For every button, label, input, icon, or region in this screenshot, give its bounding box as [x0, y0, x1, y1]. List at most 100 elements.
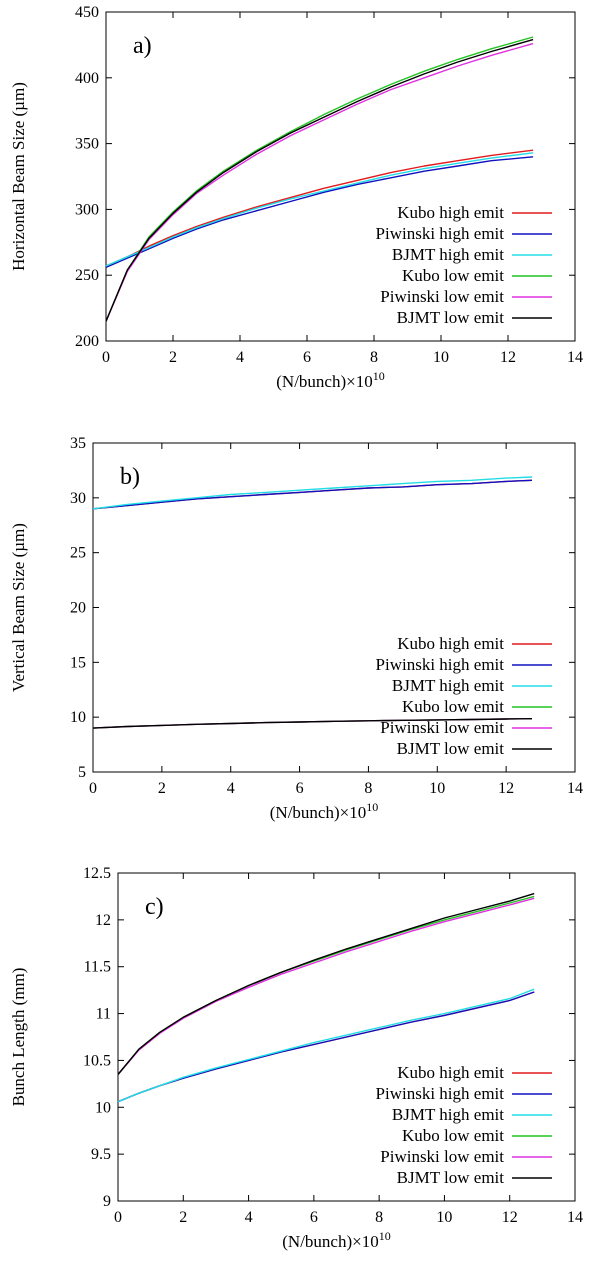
x-axis-label-text: (N/bunch)×10: [270, 803, 366, 822]
y-axis-label: Horizontal Beam Size (µm): [9, 82, 28, 271]
x-tick-label: 6: [296, 780, 304, 797]
legend-label: Kubo low emit: [402, 1126, 504, 1145]
legend-label: Kubo high emit: [397, 634, 504, 653]
x-tick-label: 14: [567, 1209, 583, 1226]
y-tick-label: 10: [95, 1099, 111, 1116]
x-tick-label: 12: [498, 780, 514, 797]
x-axis-label-exponent: 10: [379, 1229, 391, 1243]
x-axis-label: (N/bunch)×1010: [282, 1229, 390, 1251]
legend-label: Piwinski high emit: [376, 224, 505, 243]
x-tick-label: 6: [303, 349, 311, 366]
legend-label: BJMT high emit: [392, 245, 504, 264]
legend-label: Piwinski low emit: [380, 718, 504, 737]
series-line-3: [92, 476, 533, 510]
y-tick-label: 20: [70, 600, 86, 617]
x-axis-label: (N/bunch)×1010: [270, 800, 378, 822]
y-tick-label: 35: [70, 435, 86, 452]
series-line-1: [105, 149, 534, 267]
chart-panel-2: 0 2 4 6 8 10 12 145101520253035(N/bunch)×1010Ve…: [9, 435, 583, 822]
series-line-4: [117, 895, 535, 1075]
x-tick-label: 8: [375, 1209, 383, 1226]
legend: Kubo high emit Piwinski high emit BJMT hig…: [376, 203, 552, 327]
y-tick-label: 11: [96, 1006, 111, 1023]
y-tick-label: 400: [75, 70, 99, 87]
legend-label: Piwinski high emit: [376, 1084, 505, 1103]
x-tick-label: 4: [236, 349, 244, 366]
x-tick-label: 0: [102, 349, 110, 366]
x-tick-label: 12: [502, 1209, 518, 1226]
series-line-6: [105, 38, 534, 322]
panel-label: b): [120, 464, 140, 490]
legend-label: BJMT high emit: [392, 1105, 504, 1124]
legend-label: Kubo low emit: [402, 266, 504, 285]
x-tick-label: 12: [500, 349, 516, 366]
y-tick-label: 9.5: [91, 1146, 111, 1163]
y-tick-label: 10: [70, 709, 86, 726]
series-line-6: [92, 718, 533, 729]
legend-label: Kubo high emit: [397, 203, 504, 222]
series-line-4: [105, 36, 534, 322]
y-tick-label: 10.5: [83, 1052, 111, 1069]
x-tick-label: 2: [169, 349, 177, 366]
series-line-3: [117, 988, 535, 1103]
y-tick-label: 200: [75, 333, 99, 350]
x-tick-label: 14: [567, 349, 583, 366]
y-tick-label: 250: [75, 267, 99, 284]
legend-label: Piwinski low emit: [380, 1147, 504, 1166]
legend-label: Kubo low emit: [402, 697, 504, 716]
x-tick-label: 10: [433, 349, 449, 366]
y-tick-label: 12: [95, 912, 111, 929]
plot-frame: [117, 872, 576, 1202]
series-line-5: [105, 42, 534, 322]
y-tick-label: 12.5: [83, 865, 111, 882]
x-tick-label: 6: [310, 1209, 318, 1226]
legend: Kubo high emit Piwinski high emit BJMT hig…: [376, 1063, 552, 1187]
y-tick-label: 11.5: [84, 959, 111, 976]
x-tick-label: 2: [179, 1209, 187, 1226]
series-line-6: [117, 892, 535, 1075]
plot-frame: [105, 11, 576, 342]
x-axis-label: (N/bunch)×1010: [276, 369, 384, 391]
y-axis-label: Bunch Length (mm): [9, 968, 28, 1107]
series-line-2: [105, 156, 534, 268]
chart-panel-1: 0 2 4 6 8 10 12 14 200 250 300 350 400 450 (N/bunch)×1…: [9, 4, 583, 391]
x-tick-label: 10: [429, 780, 445, 797]
legend-label: BJMT low emit: [397, 1168, 505, 1187]
panel-label: a): [133, 33, 152, 59]
x-tick-label: 0: [89, 780, 97, 797]
legend-label: Piwinski high emit: [376, 655, 505, 674]
x-tick-label: 10: [436, 1209, 452, 1226]
series-line-2: [92, 479, 533, 510]
panel-label: c): [145, 894, 164, 920]
series-line-1: [92, 479, 533, 510]
y-tick-label: 350: [75, 136, 99, 153]
x-tick-label: 4: [245, 1209, 253, 1226]
legend: Kubo high emit Piwinski high emit BJMT hig…: [376, 634, 552, 758]
legend-label: Piwinski low emit: [380, 287, 504, 306]
y-tick-label: 30: [70, 490, 86, 507]
x-axis-label-exponent: 10: [366, 800, 378, 814]
x-axis-label-text: (N/bunch)×10: [282, 1232, 378, 1251]
y-tick-label: 9: [103, 1193, 111, 1210]
x-tick-label: 4: [227, 780, 235, 797]
y-tick-label: 25: [70, 545, 86, 562]
x-axis-label-exponent: 10: [373, 369, 385, 383]
y-tick-label: 15: [70, 654, 86, 671]
series-line-5: [117, 897, 535, 1075]
legend-label: BJMT low emit: [397, 308, 505, 327]
series-line-3: [105, 152, 534, 267]
x-tick-label: 2: [158, 780, 166, 797]
y-axis-label: Vertical Beam Size (µm): [9, 523, 28, 692]
legend-label: BJMT high emit: [392, 676, 504, 695]
x-tick-label: 8: [364, 780, 372, 797]
legend-label: BJMT low emit: [397, 739, 505, 758]
chart-panel-3: 0 2 4 6 8 10 12 14 9 9.5 10 10.5 11 11.5 12 12.5 (N/bunc…: [9, 865, 583, 1251]
legend-label: Kubo high emit: [397, 1063, 504, 1082]
y-tick-label: 5: [78, 764, 86, 781]
y-tick-label: 450: [75, 4, 99, 21]
x-axis-label-text: (N/bunch)×10: [276, 372, 372, 391]
x-tick-label: 0: [114, 1209, 122, 1226]
x-tick-label: 8: [370, 349, 378, 366]
